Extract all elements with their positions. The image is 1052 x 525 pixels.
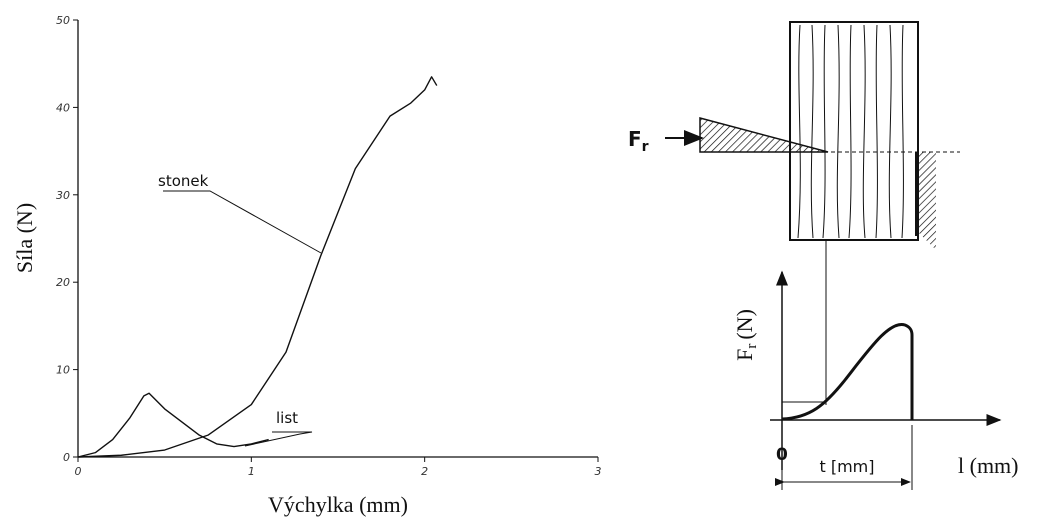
annotation-leader [244, 431, 313, 447]
y-axis-title: Síla (N) [12, 203, 37, 273]
x-tick-label: 2 [421, 465, 428, 478]
series-line [77, 76, 438, 458]
y-tick-label: 20 [56, 276, 70, 289]
support [916, 152, 936, 250]
x-tick-label: 1 [248, 465, 255, 478]
graph-y-unit: (N) [732, 309, 757, 340]
y-tick-label: 50 [56, 14, 70, 27]
x-axis-title: Výchylka (mm) [268, 492, 408, 517]
diagram: Fr Fr(N) 0 t [mm] l (mm) [628, 21, 1019, 490]
x-tick-label: 3 [595, 465, 602, 478]
x-tick-label: 0 [75, 465, 82, 478]
graph-y-sub: r [744, 344, 760, 349]
graph-y-letter: F [732, 349, 757, 361]
y-tick-label: 10 [56, 364, 70, 377]
t-label: t [mm] [819, 457, 874, 476]
y-tick-label: 30 [56, 189, 70, 202]
graph-x-label: l (mm) [958, 453, 1019, 478]
y-tick-label: 0 [63, 451, 70, 464]
force-curve [781, 322, 914, 421]
annotation-leader [163, 190, 322, 254]
y-tick-label: 40 [56, 101, 70, 114]
series-line [77, 392, 269, 458]
force-letter: F [628, 127, 642, 151]
force-sub: r [642, 139, 649, 155]
chart: Síla (N) Výchylka (mm) stonek list 01020… [12, 14, 602, 517]
fibers [797, 24, 904, 239]
annotation: stonek [158, 172, 209, 190]
stem-block [789, 21, 919, 241]
annotation: list [276, 409, 298, 427]
force-label: Fr [628, 127, 649, 155]
graph-y-label: Fr (N) [732, 309, 760, 361]
